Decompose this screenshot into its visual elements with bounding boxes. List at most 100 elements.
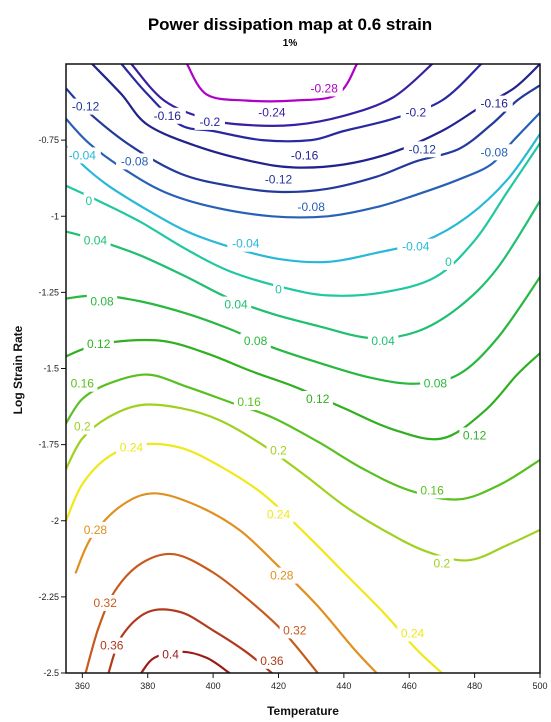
contour-label-background: [475, 95, 513, 112]
contour-line: [84, 552, 319, 673]
contour-label: 0.2: [434, 556, 451, 570]
x-axis-label: Temperature: [267, 704, 339, 718]
contour-label-background: [227, 235, 265, 252]
contour-label-background: [302, 391, 333, 407]
contour-label-background: [116, 153, 154, 170]
chart-subtitle: 1%: [283, 38, 298, 49]
contour-label-background: [266, 442, 291, 459]
contour-label-background: [305, 80, 343, 97]
contour-label: -0.04: [402, 240, 430, 254]
x-tick-label: 460: [402, 681, 417, 691]
x-axis: 360 380 400 420 440 460 480 500: [75, 673, 548, 691]
contour-label-background: [67, 375, 98, 392]
y-axis: -0.75 -1 -1.25 -1.5 -1.75 -2 -2.25 -2.5: [38, 135, 66, 678]
contour-label-background: [90, 595, 121, 611]
contour-label-background: [443, 253, 454, 270]
contour-label-background: [256, 652, 288, 669]
contour-label-background: [279, 622, 310, 639]
contour-label-background: [158, 646, 183, 663]
y-tick-label: -1.25: [38, 287, 59, 297]
contour-label: 0.32: [94, 596, 118, 610]
x-tick-label: 480: [467, 681, 482, 691]
x-tick-label: 420: [271, 681, 286, 691]
y-tick-label: -1: [51, 211, 59, 221]
contour-label: 0.2: [74, 419, 91, 433]
contour-label: 0.08: [424, 377, 448, 391]
contour-label-background: [116, 439, 147, 456]
contour-label-background: [397, 238, 435, 255]
contour-label: 0.04: [224, 298, 248, 312]
contour-line: [120, 64, 483, 143]
contour-label-background: [397, 625, 428, 642]
contour-label-background: [286, 147, 324, 164]
contour-line: [66, 442, 443, 673]
contour-label: -0.16: [291, 148, 319, 162]
contour-line: [74, 492, 378, 673]
y-tick-label: -2.5: [43, 668, 59, 678]
contour-label: 0.08: [244, 334, 268, 348]
contour-label: 0.12: [463, 429, 487, 443]
contour-line: [130, 64, 434, 127]
contour-label: 0.36: [260, 654, 284, 668]
contour-line: [66, 373, 540, 501]
contour-line: [66, 403, 540, 562]
contour-label-background: [416, 482, 448, 499]
y-axis-label: Log Strain Rate: [11, 325, 25, 414]
contour-line: [66, 338, 540, 441]
y-tick-label: -0.75: [38, 135, 59, 145]
contour-label: 0.16: [71, 377, 95, 391]
y-tick-label: -1.5: [43, 364, 59, 374]
contour-label-background: [475, 144, 513, 161]
contour-label: 0.28: [270, 569, 294, 583]
contour-label: 0: [86, 194, 93, 208]
contour-label-background: [420, 375, 451, 392]
contour-label-background: [70, 418, 95, 435]
contour-label: 0.04: [84, 234, 108, 248]
contour-label: -0.24: [258, 106, 286, 120]
contour-label: 0.36: [100, 639, 124, 653]
contour-label-background: [240, 333, 271, 350]
contour-label-background: [263, 506, 294, 523]
contour-label: 0.4: [162, 648, 179, 662]
contour-label: -0.04: [232, 237, 260, 251]
contour-label: -0.08: [121, 154, 149, 168]
contour-label-background: [194, 113, 225, 130]
contour-line: [66, 132, 540, 264]
contour-label: -0.12: [409, 142, 437, 156]
contour-label: 0.24: [267, 508, 291, 522]
contour-label-background: [260, 171, 297, 188]
contour-label: 0.24: [401, 626, 425, 640]
contour-label-background: [266, 567, 297, 584]
contour-label: -0.2: [405, 106, 426, 120]
contour-label: -0.16: [154, 109, 182, 123]
contour-label: -0.28: [311, 81, 339, 95]
contour-label-background: [367, 333, 399, 350]
contour-label-background: [292, 199, 330, 216]
contour-label-background: [233, 394, 265, 410]
x-tick-label: 360: [75, 681, 90, 691]
x-tick-label: 400: [206, 681, 221, 691]
contour-label-background: [273, 281, 284, 298]
x-tick-label: 440: [336, 681, 351, 691]
chart-title: Power dissipation map at 0.6 strain: [148, 15, 432, 34]
contour-line: [66, 199, 540, 340]
contour-label-background: [96, 637, 127, 654]
contour-label: -0.12: [72, 100, 100, 114]
x-tick-label: 380: [140, 681, 155, 691]
contour-label-background: [83, 336, 114, 353]
contour-label: 0.16: [237, 395, 261, 409]
contour-line: [66, 84, 540, 194]
contour-label: -0.16: [481, 97, 509, 111]
contour-label: -0.04: [69, 148, 97, 162]
contour-label: -0.2: [199, 115, 220, 129]
contour-label-background: [83, 193, 95, 209]
contour-label-background: [430, 555, 454, 572]
contour-label: 0.24: [120, 441, 144, 455]
contour-label: 0.12: [87, 337, 111, 351]
contour-label: 0.28: [84, 523, 108, 537]
contour-label-background: [403, 141, 441, 158]
contour-label-background: [220, 296, 252, 313]
y-tick-label: -1.75: [38, 440, 59, 450]
contour-labels: -0.28 -0.24 -0.2 -0.2 -0.16 -0.16 -0.16 -0.12 -0…: [63, 80, 513, 669]
contour-line: [140, 650, 231, 673]
